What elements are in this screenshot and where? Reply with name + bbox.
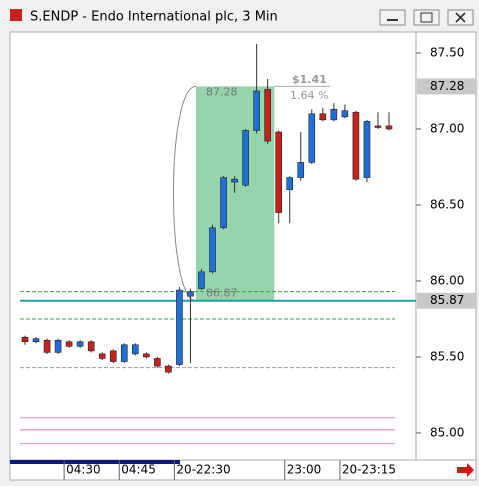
candle-body [21,336,29,343]
price-box-label: 85.87 [430,293,464,307]
price-box [417,292,476,309]
x-tick-label: 20-22:30 [176,463,230,477]
candle-body [363,121,371,178]
x-tick-label: 23:00 [287,463,322,477]
x-tick-label: 04:45 [121,463,156,477]
measure-bottom-label: 86.87 [206,287,238,300]
scroll-arrow[interactable] [457,463,474,477]
price-axis [415,31,477,461]
candle-body [187,291,194,297]
restore-button[interactable] [413,9,440,26]
candle-body [253,90,260,131]
candle-body [109,350,117,362]
candle-body [308,113,316,163]
measure-arc [173,85,197,302]
candle-body [176,289,183,365]
candle-body [65,341,73,347]
candle-body [120,344,128,362]
candle-body [286,177,294,191]
candle-body [297,162,305,178]
time-axis [9,459,477,481]
candle-body [165,365,172,373]
x-tick-label: 04:30 [66,463,101,477]
measure-change: $1.41 [292,73,327,86]
price-box-label: 87.28 [430,79,464,93]
candle-body [319,113,327,121]
candle-body [330,108,338,121]
candle-body [385,125,393,130]
candle-body [132,344,139,355]
y-tick-label: 87.00 [430,121,464,135]
candle-body [242,130,249,186]
candle-body [87,341,95,352]
candle-body [154,358,161,367]
window-title: S.ENDP - Endo International plc, 3 Min [30,10,278,25]
y-tick-label: 85.00 [430,425,464,439]
scroll-bar[interactable] [10,460,180,464]
candle-body [209,227,216,273]
candle-body [341,110,349,118]
candle-body [231,178,238,183]
candle-body [352,111,360,180]
candle-body [264,89,271,142]
candle-body [198,271,205,289]
measure-top-label: 87.28 [206,85,238,98]
y-tick-label: 85.50 [430,349,464,363]
candle-body [275,131,282,213]
candle-body [374,125,382,128]
candle-body [76,341,84,347]
price-box [417,78,476,95]
measure-percent: 1.64 % [290,89,328,102]
candle-body [143,353,150,358]
candle-body [43,339,51,353]
candle-body [54,339,62,353]
y-tick-label: 86.50 [430,197,464,211]
candle-body [220,177,227,229]
y-tick-label: 86.00 [430,273,464,287]
candle-body [32,338,40,343]
candle-body [98,353,106,359]
minimize-button[interactable] [379,9,406,26]
x-tick-label: 20-23:15 [342,463,396,477]
measure-box [195,86,275,301]
y-tick-label: 87.50 [430,45,464,59]
app-icon [10,9,22,21]
